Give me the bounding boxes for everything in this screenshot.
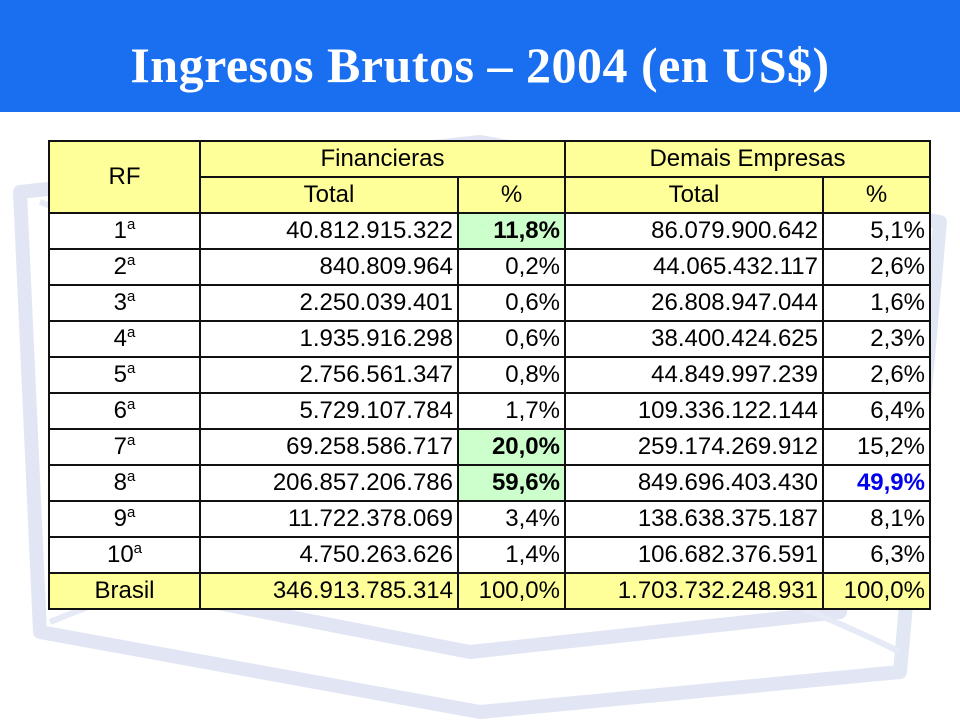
table-row: 5a 2.756.561.347 0,8% 44.849.997.239 2,6… [48, 356, 931, 394]
dem-total-cell: 44.849.997.239 [564, 356, 824, 394]
fin-pct-cell: 59,6% [457, 464, 566, 502]
table-row: 4a 1.935.916.298 0,6% 38.400.424.625 2,3… [48, 320, 931, 358]
fin-total-cell: 840.809.964 [199, 248, 459, 286]
rf-cell: 10a [48, 536, 201, 574]
page-title: Ingresos Brutos – 2004 (en US$) [130, 37, 830, 93]
fin-total-cell: 2.756.561.347 [199, 356, 459, 394]
header-fin-total: Total [199, 176, 459, 214]
fin-total-cell: 4.750.263.626 [199, 536, 459, 574]
fin-pct-sum-cell: 100,0% [457, 572, 566, 610]
rf-cell: 5a [48, 356, 201, 394]
dem-pct-cell: 6,4% [822, 392, 931, 430]
fin-pct-cell: 11,8% [457, 212, 566, 250]
table-row: 1a 40.812.915.322 11,8% 86.079.900.642 5… [48, 212, 931, 250]
dem-pct-cell: 1,6% [822, 284, 931, 322]
table-row: 8a 206.857.206.786 59,6% 849.696.403.430… [48, 464, 931, 502]
table-row: 10a 4.750.263.626 1,4% 106.682.376.591 6… [48, 536, 931, 574]
fin-pct-cell: 20,0% [457, 428, 566, 466]
rf-cell: 2a [48, 248, 201, 286]
fin-pct-cell: 0,8% [457, 356, 566, 394]
fin-total-cell: 40.812.915.322 [199, 212, 459, 250]
dem-pct-cell: 2,6% [822, 356, 931, 394]
rf-cell: 6a [48, 392, 201, 430]
header-dem-pct: % [822, 176, 931, 214]
dem-pct-cell: 49,9% [822, 464, 931, 502]
dem-pct-cell: 6,3% [822, 536, 931, 574]
fin-total-sum-cell: 346.913.785.314 [199, 572, 459, 610]
dem-total-cell: 44.065.432.117 [564, 248, 824, 286]
fin-pct-cell: 1,4% [457, 536, 566, 574]
dem-total-cell: 109.336.122.144 [564, 392, 824, 430]
fin-pct-cell: 0,6% [457, 284, 566, 322]
header-fin-pct: % [457, 176, 566, 214]
dem-total-cell: 86.079.900.642 [564, 212, 824, 250]
dem-pct-cell: 5,1% [822, 212, 931, 250]
dem-total-cell: 106.682.376.591 [564, 536, 824, 574]
dem-total-sum-cell: 1.703.732.248.931 [564, 572, 824, 610]
dem-total-cell: 38.400.424.625 [564, 320, 824, 358]
header-financieras: Financieras [199, 140, 566, 178]
fin-total-cell: 1.935.916.298 [199, 320, 459, 358]
fin-pct-cell: 1,7% [457, 392, 566, 430]
ingresos-table: RF Financieras Demais Empresas Total % T… [48, 140, 931, 610]
header-rf: RF [48, 140, 201, 214]
dem-pct-cell: 2,3% [822, 320, 931, 358]
header-demais-empresas: Demais Empresas [564, 140, 931, 178]
dem-total-cell: 849.696.403.430 [564, 464, 824, 502]
fin-total-cell: 5.729.107.784 [199, 392, 459, 430]
title-bar: Ingresos Brutos – 2004 (en US$) [0, 0, 960, 112]
fin-pct-cell: 0,6% [457, 320, 566, 358]
fin-pct-cell: 0,2% [457, 248, 566, 286]
rf-cell: 3a [48, 284, 201, 322]
dem-pct-cell: 2,6% [822, 248, 931, 286]
fin-total-cell: 11.722.378.069 [199, 500, 459, 538]
table-row: 2a 840.809.964 0,2% 44.065.432.117 2,6% [48, 248, 931, 286]
total-row: Brasil 346.913.785.314 100,0% 1.703.732.… [48, 572, 931, 610]
rf-total-cell: Brasil [48, 572, 201, 610]
rf-cell: 7a [48, 428, 201, 466]
fin-total-cell: 2.250.039.401 [199, 284, 459, 322]
dem-total-cell: 138.638.375.187 [564, 500, 824, 538]
dem-pct-cell: 8,1% [822, 500, 931, 538]
table-row: 7a 69.258.586.717 20,0% 259.174.269.912 … [48, 428, 931, 466]
rf-cell: 1a [48, 212, 201, 250]
rf-cell: 9a [48, 500, 201, 538]
rf-cell: 8a [48, 464, 201, 502]
fin-total-cell: 69.258.586.717 [199, 428, 459, 466]
table-row: 3a 2.250.039.401 0,6% 26.808.947.044 1,6… [48, 284, 931, 322]
table-row: 9a 11.722.378.069 3,4% 138.638.375.187 8… [48, 500, 931, 538]
dem-pct-cell: 15,2% [822, 428, 931, 466]
fin-pct-cell: 3,4% [457, 500, 566, 538]
table-row: 6a 5.729.107.784 1,7% 109.336.122.144 6,… [48, 392, 931, 430]
header-dem-total: Total [564, 176, 824, 214]
dem-pct-sum-cell: 100,0% [822, 572, 931, 610]
dem-total-cell: 259.174.269.912 [564, 428, 824, 466]
rf-cell: 4a [48, 320, 201, 358]
dem-total-cell: 26.808.947.044 [564, 284, 824, 322]
fin-total-cell: 206.857.206.786 [199, 464, 459, 502]
